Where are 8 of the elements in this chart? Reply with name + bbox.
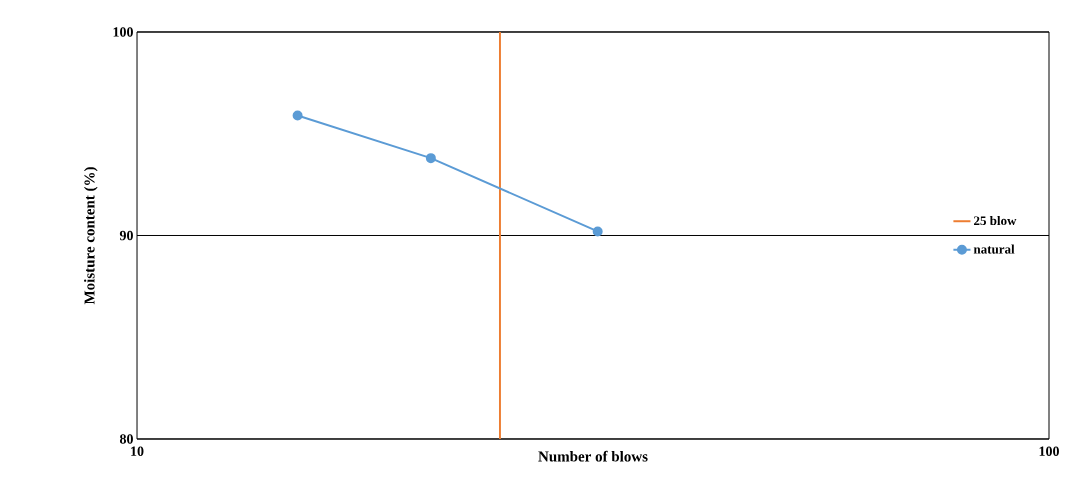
x-tick-label: 10 xyxy=(131,446,144,456)
legend-label: 25 blow xyxy=(974,215,1017,226)
x-axis-title: Number of blows xyxy=(538,450,648,462)
legend-label: natural xyxy=(973,244,1015,254)
y-tick-label: 100 xyxy=(113,27,133,37)
y-axis-title: Moisture content (%) xyxy=(84,167,98,305)
y-tick-label: 90 xyxy=(119,230,133,241)
y-tick-label: 80 xyxy=(119,434,133,444)
